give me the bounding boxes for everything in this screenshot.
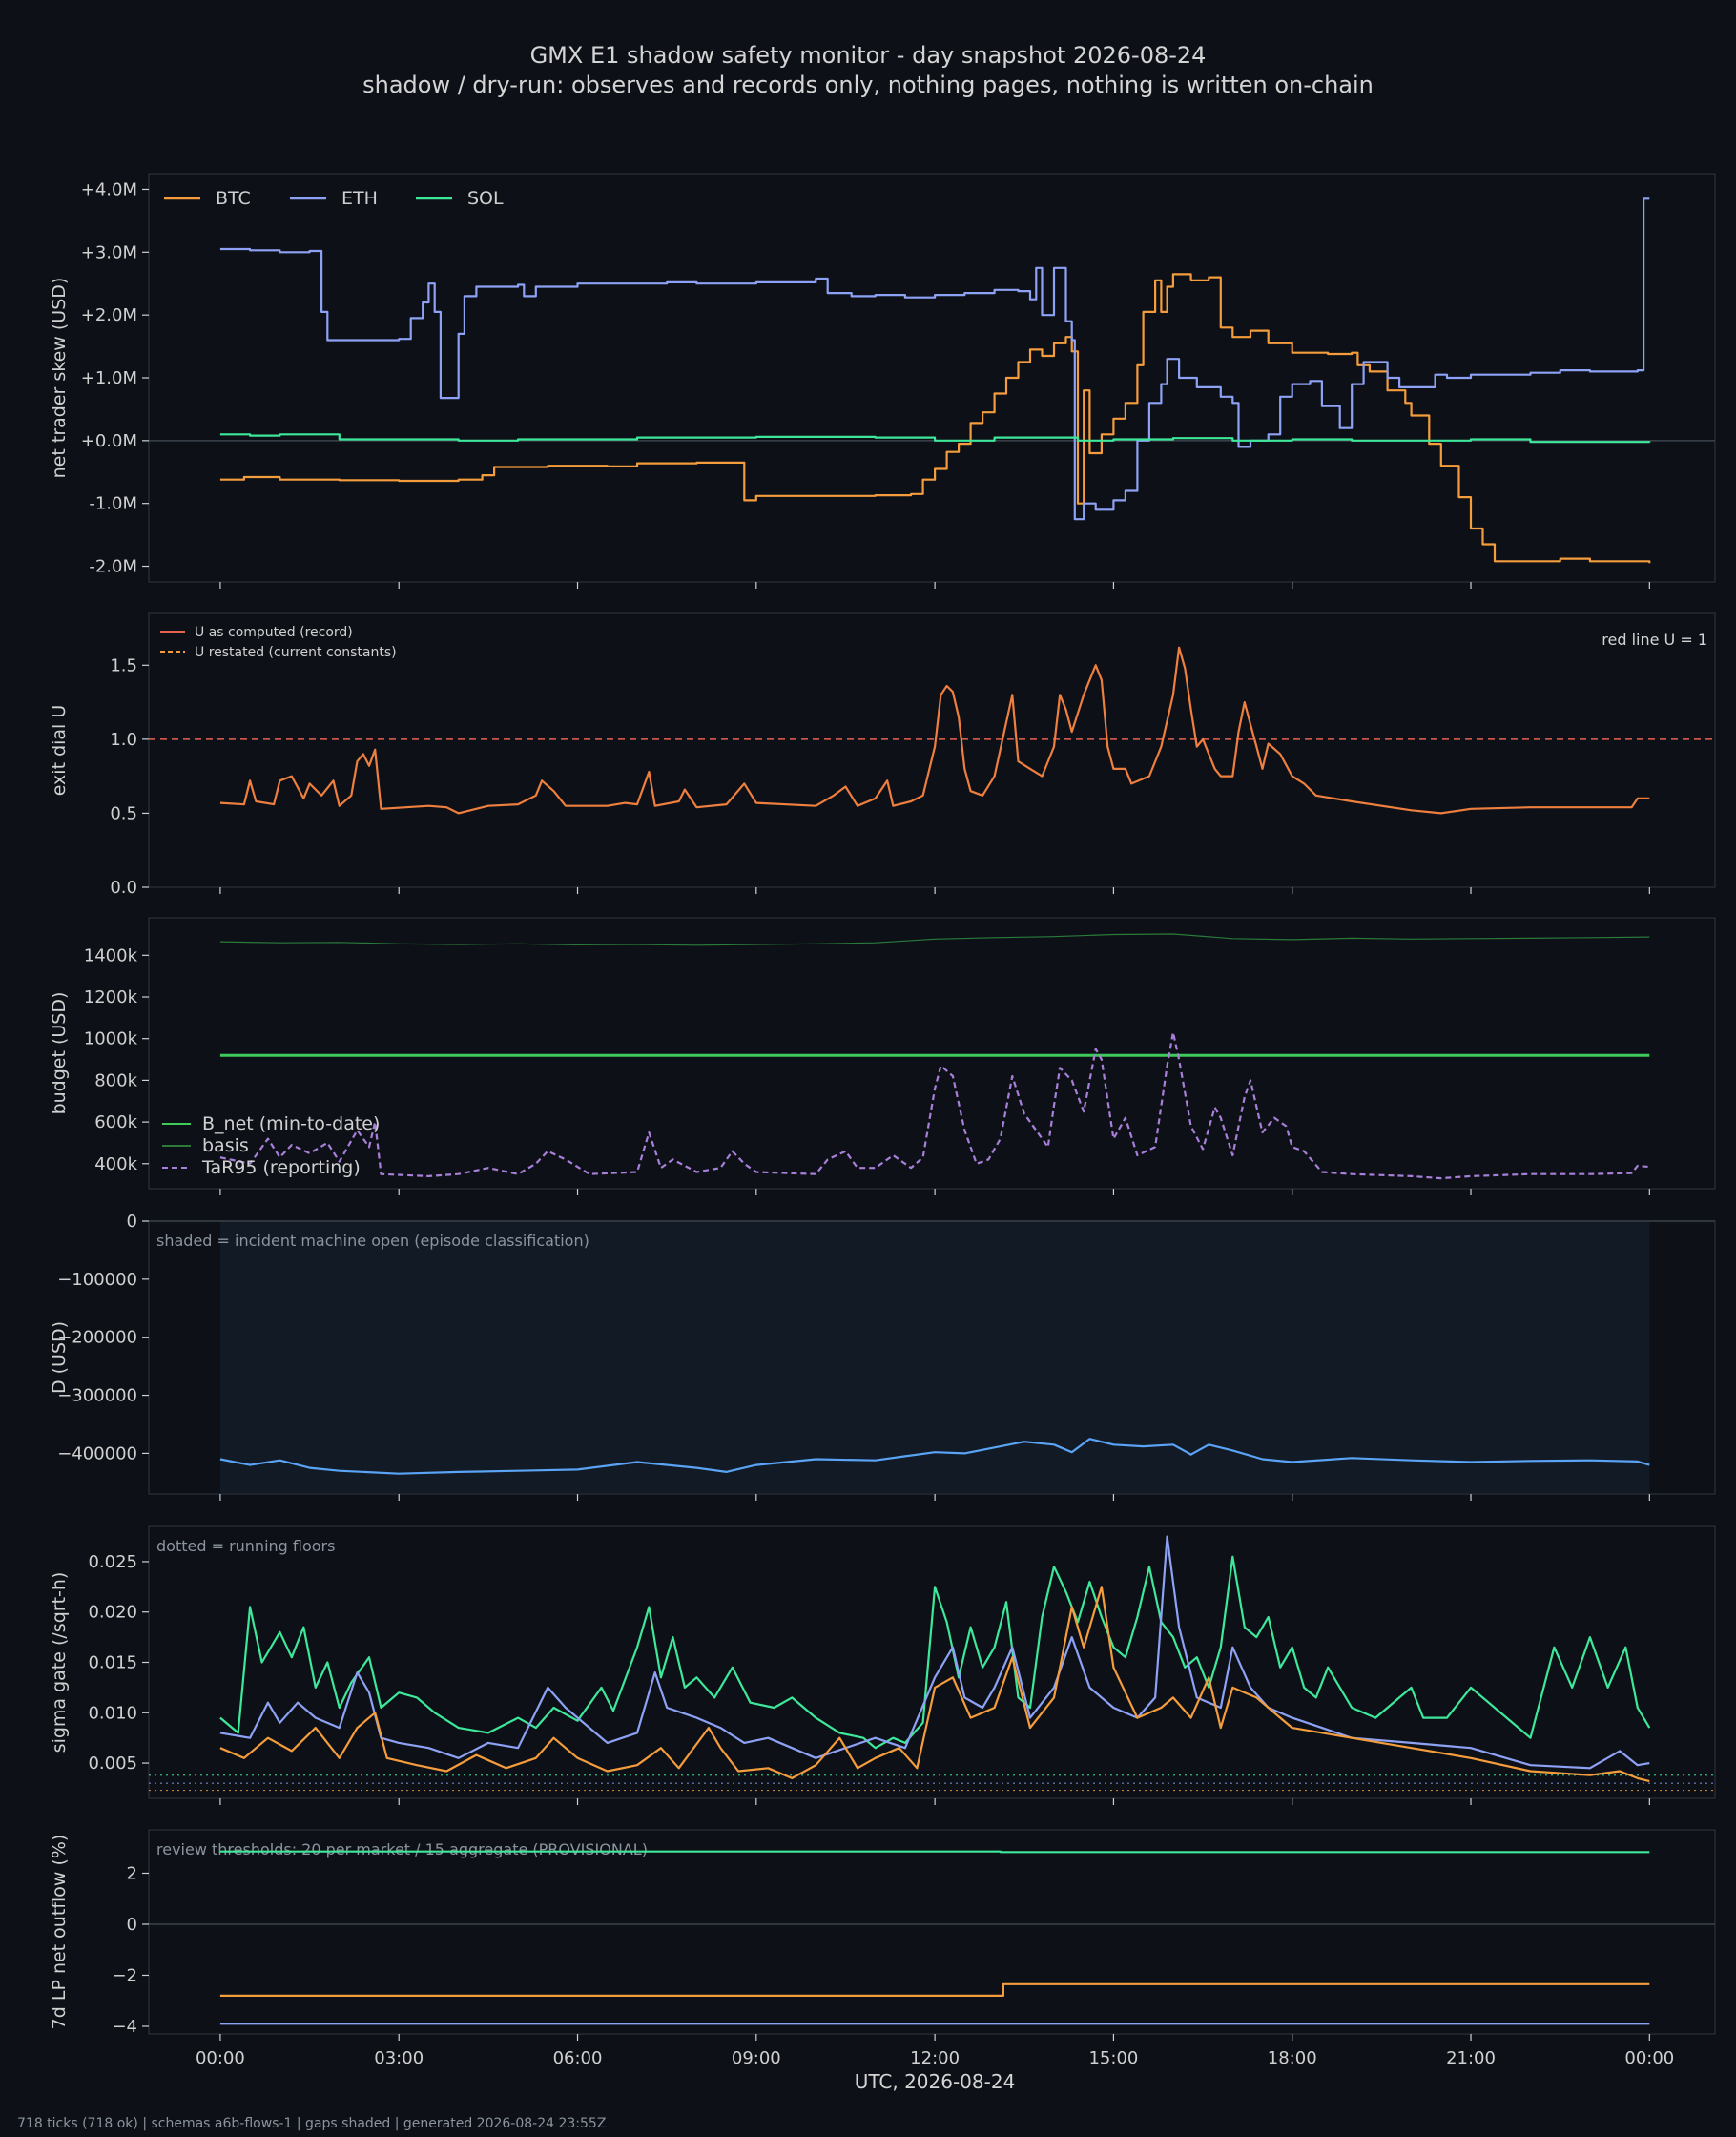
legend-label: U restated (current constants): [195, 645, 397, 660]
series-line-eth: [219, 197, 1650, 521]
series-line-sol: [219, 433, 1651, 444]
y-tick-label: +0.0M: [81, 431, 137, 451]
legend-label: U as computed (record): [195, 625, 353, 640]
x-tick-label: 21:00: [1446, 2048, 1496, 2068]
x-tick-label: 03:00: [374, 2048, 424, 2068]
y-axis-label: D (USD): [49, 1321, 70, 1394]
panel-1: +4.0M +3.0M +2.0M +1.0M +0.0M -1.0M -2.0M net t…: [49, 173, 1716, 589]
y-tick-label: −400000: [57, 1443, 137, 1463]
footer-text: 718 ticks (718 ok) | schemas a6b-flows-1…: [17, 2116, 606, 2131]
x-tick-label: 06:00: [553, 2048, 603, 2068]
y-tick-label: 0: [127, 1915, 137, 1935]
panel-4: 0 −100000 −200000 −300000 −400000 D (USD) shad…: [49, 1212, 1716, 1501]
series-line-5-3: [219, 1586, 1650, 1783]
y-tick-label: 0.015: [88, 1653, 137, 1673]
y-tick-label: −100000: [57, 1270, 137, 1290]
figure-title: GMX E1 shadow safety monitor - day snaps…: [530, 42, 1207, 69]
series-line-6-1: [219, 1850, 1650, 1854]
y-tick-label: 1.0: [110, 730, 137, 750]
panel-2: red line U = 1 1.5 1.0 0.5 0.0 exit dial U U a…: [49, 612, 1716, 898]
y-tick-label: 0: [127, 1212, 137, 1232]
y-tick-label: 400k: [94, 1154, 137, 1174]
incident-shaded-region: [219, 1222, 1650, 1493]
plot-frame: [148, 1525, 1716, 1799]
plot-frame: [148, 917, 1716, 1190]
x-tick-label: 00:00: [196, 2048, 245, 2068]
series-line-5-1: [219, 1555, 1651, 1750]
y-tick-label: 600k: [94, 1112, 137, 1132]
legend-label: TaR95 (reporting): [201, 1157, 361, 1178]
y-axis-label: exit dial U: [49, 705, 70, 797]
legend-label: basis: [202, 1135, 249, 1156]
y-tick-label: −200000: [57, 1328, 137, 1348]
legend-label: SOL: [467, 188, 504, 209]
figure-subtitle: shadow / dry-run: observes and records o…: [362, 72, 1374, 98]
x-tick-label: 15:00: [1088, 2048, 1138, 2068]
y-axis-label: net trader skew (USD): [49, 278, 70, 479]
plot-frame: [148, 612, 1716, 888]
plot-frame: [148, 173, 1716, 583]
y-tick-label: 1000k: [84, 1029, 138, 1049]
x-tick-label: 00:00: [1624, 2048, 1674, 2068]
y-tick-label: −300000: [57, 1386, 137, 1406]
x-tick-label: 18:00: [1268, 2048, 1317, 2068]
y-tick-label: +4.0M: [81, 179, 137, 199]
panels: +4.0M +3.0M +2.0M +1.0M +0.0M -1.0M -2.0M net t…: [49, 173, 1716, 2068]
y-axis-label: sigma gate (/sqrt-h): [49, 1572, 70, 1753]
legend-label: BTC: [216, 188, 251, 209]
plot-frame: [148, 1829, 1716, 2035]
y-tick-label: 0.020: [88, 1603, 137, 1623]
series-line-2-3: [219, 646, 1650, 815]
panel-3: 1400k 1200k 1000k 800k 600k 400k budget (USD) B…: [49, 917, 1716, 1195]
panel-5: 0.025 0.020 0.015 0.010 0.005 sigma gate (/sq…: [49, 1525, 1716, 1805]
y-tick-label: 1.5: [110, 655, 137, 675]
x-tick-label: 12:00: [910, 2048, 960, 2068]
y-tick-label: -1.0M: [89, 494, 137, 514]
y-tick-label: 1200k: [84, 987, 138, 1007]
y-tick-label: 0.010: [88, 1703, 137, 1723]
x-axis-label: UTC, 2026-08-24: [855, 2070, 1016, 2093]
panel-annotation: review thresholds: 20 per market / 15 ag…: [156, 1840, 648, 1858]
panel-annotation: dotted = running floors: [156, 1537, 335, 1555]
series-line-basis: [219, 933, 1650, 946]
series-line-4-1: [219, 1438, 1650, 1475]
red-line-label: red line U = 1: [1602, 631, 1707, 649]
x-tick-label: 09:00: [732, 2048, 781, 2068]
y-tick-label: 800k: [94, 1070, 137, 1090]
y-tick-label: 0.5: [110, 803, 137, 823]
y-tick-label: +3.0M: [81, 242, 137, 262]
y-tick-label: −2: [112, 1965, 137, 1985]
y-tick-label: 0.005: [88, 1753, 137, 1774]
y-axis-label: budget (USD): [49, 992, 70, 1115]
y-axis-label: 7d LP net outflow (%): [49, 1835, 70, 2030]
y-tick-label: +2.0M: [81, 305, 137, 325]
legend-label: B_net (min-to-date): [202, 1113, 380, 1134]
y-tick-label: 0.0: [110, 878, 137, 898]
panel-6: 2 0 −2 −4 00:00 03:00 06:00 09:00 12:00 15:00 18:0…: [49, 1829, 1716, 2068]
y-tick-label: -2.0M: [89, 557, 137, 577]
y-tick-label: 1400k: [84, 945, 138, 965]
legend-label: ETH: [341, 188, 378, 209]
series-line-btc: [219, 273, 1651, 564]
series-line-6-2: [219, 1982, 1650, 1997]
series-line-tar95-reporting-: [219, 1031, 1650, 1180]
y-tick-label: 2: [127, 1863, 137, 1883]
y-tick-label: 0.025: [88, 1552, 137, 1572]
y-tick-label: +1.0M: [81, 368, 137, 388]
panel-annotation: shaded = incident machine open (episode …: [156, 1232, 589, 1250]
y-tick-label: −4: [112, 2017, 137, 2037]
